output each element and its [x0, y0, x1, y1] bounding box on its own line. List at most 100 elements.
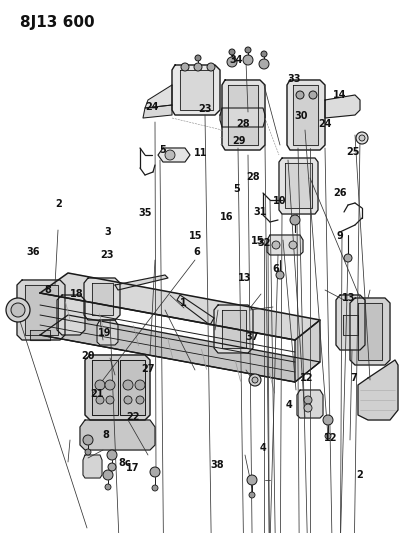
Polygon shape — [172, 65, 219, 115]
Circle shape — [343, 254, 351, 262]
Text: 2: 2 — [356, 471, 362, 480]
Text: 17: 17 — [126, 463, 139, 473]
Polygon shape — [80, 420, 155, 450]
Circle shape — [194, 55, 200, 61]
Circle shape — [95, 380, 105, 390]
Circle shape — [308, 91, 316, 99]
Polygon shape — [97, 320, 118, 345]
Circle shape — [295, 91, 303, 99]
Text: 6: 6 — [271, 264, 278, 274]
Circle shape — [275, 271, 283, 279]
Text: 4: 4 — [259, 443, 266, 453]
Text: 4: 4 — [286, 400, 292, 410]
Polygon shape — [349, 298, 389, 365]
Circle shape — [227, 57, 237, 67]
Text: 34: 34 — [229, 55, 243, 64]
Text: 8: 8 — [102, 431, 109, 440]
Text: 32: 32 — [257, 238, 271, 247]
Polygon shape — [324, 95, 359, 118]
Polygon shape — [57, 295, 85, 335]
Circle shape — [83, 435, 93, 445]
Circle shape — [289, 215, 299, 225]
Text: 28: 28 — [236, 119, 249, 128]
Circle shape — [105, 380, 115, 390]
Text: 30: 30 — [293, 111, 307, 121]
Circle shape — [229, 49, 235, 55]
Circle shape — [207, 63, 215, 71]
Text: 22: 22 — [126, 412, 140, 422]
Polygon shape — [266, 235, 302, 255]
Circle shape — [244, 47, 250, 53]
Circle shape — [288, 241, 296, 249]
Circle shape — [251, 377, 257, 383]
Text: 29: 29 — [232, 136, 245, 146]
Polygon shape — [176, 295, 213, 325]
Circle shape — [180, 63, 188, 71]
Circle shape — [248, 374, 260, 386]
Polygon shape — [357, 303, 381, 360]
Polygon shape — [40, 315, 319, 382]
Polygon shape — [335, 295, 364, 350]
Polygon shape — [357, 360, 397, 420]
Text: 25: 25 — [345, 147, 359, 157]
Polygon shape — [17, 280, 65, 340]
Text: 12: 12 — [323, 433, 336, 443]
Polygon shape — [219, 108, 264, 127]
Text: 35: 35 — [138, 208, 151, 218]
Text: 19: 19 — [97, 328, 111, 338]
Circle shape — [6, 298, 30, 322]
Text: 13: 13 — [341, 294, 355, 303]
Polygon shape — [278, 158, 317, 214]
Polygon shape — [85, 355, 150, 420]
Circle shape — [109, 464, 115, 470]
Polygon shape — [221, 310, 245, 348]
Text: 36: 36 — [26, 247, 40, 256]
Polygon shape — [83, 455, 102, 478]
Text: 1: 1 — [179, 298, 186, 308]
Text: 33: 33 — [287, 74, 300, 84]
Circle shape — [322, 415, 332, 425]
Text: 14: 14 — [332, 90, 346, 100]
Polygon shape — [213, 305, 252, 353]
Circle shape — [85, 449, 91, 455]
Text: 3: 3 — [104, 227, 111, 237]
Text: 24: 24 — [145, 102, 158, 111]
Text: 23: 23 — [198, 104, 211, 114]
Circle shape — [324, 433, 330, 439]
Polygon shape — [30, 330, 50, 340]
Circle shape — [303, 404, 311, 412]
Text: 20: 20 — [81, 351, 94, 361]
Text: 38: 38 — [210, 460, 223, 470]
Text: 28: 28 — [246, 172, 259, 182]
Circle shape — [124, 396, 132, 404]
Text: 5: 5 — [159, 146, 166, 155]
Text: 11: 11 — [193, 148, 207, 158]
Circle shape — [103, 470, 113, 480]
Polygon shape — [145, 85, 172, 108]
Polygon shape — [92, 360, 118, 415]
Text: 27: 27 — [141, 364, 154, 374]
Text: 24: 24 — [317, 119, 331, 128]
Text: 15: 15 — [250, 236, 263, 246]
Text: 10: 10 — [272, 196, 286, 206]
Text: 8J13 600: 8J13 600 — [20, 15, 94, 30]
Circle shape — [242, 55, 252, 65]
Polygon shape — [294, 320, 319, 382]
Polygon shape — [296, 390, 322, 418]
Circle shape — [96, 396, 104, 404]
Polygon shape — [342, 315, 357, 335]
Polygon shape — [92, 283, 113, 315]
Circle shape — [164, 150, 174, 160]
Circle shape — [123, 380, 133, 390]
Text: 5: 5 — [233, 184, 239, 194]
Polygon shape — [40, 273, 319, 340]
Circle shape — [150, 467, 160, 477]
Circle shape — [303, 396, 311, 404]
Text: 9: 9 — [336, 231, 342, 240]
Circle shape — [105, 484, 111, 490]
Text: 26: 26 — [332, 188, 346, 198]
Circle shape — [246, 475, 256, 485]
Text: 7: 7 — [350, 374, 356, 383]
Polygon shape — [158, 148, 190, 162]
Polygon shape — [227, 85, 257, 145]
